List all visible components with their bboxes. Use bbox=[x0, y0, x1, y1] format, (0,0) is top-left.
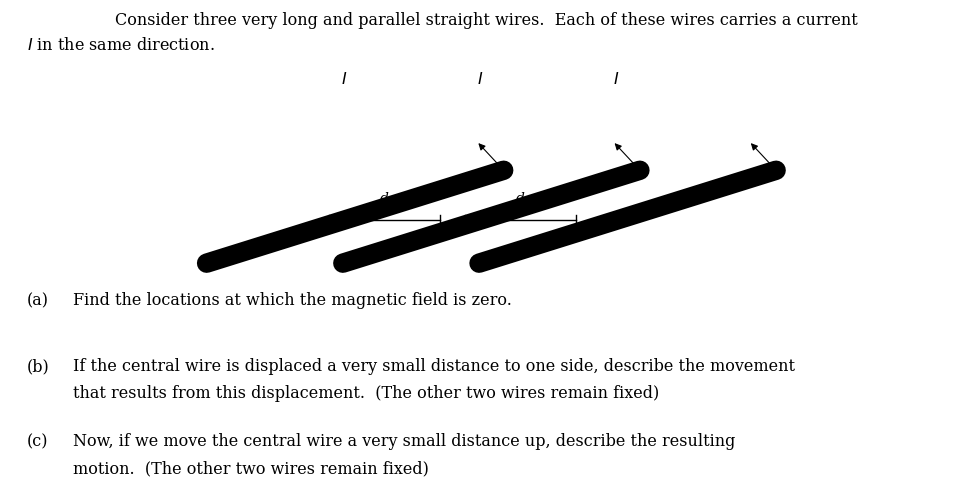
Text: $I$: $I$ bbox=[341, 71, 346, 88]
Text: motion.  (The other two wires remain fixed): motion. (The other two wires remain fixe… bbox=[73, 460, 429, 477]
Text: Now, if we move the central wire a very small distance up, describe the resultin: Now, if we move the central wire a very … bbox=[73, 433, 736, 450]
Text: Find the locations at which the magnetic field is zero.: Find the locations at which the magnetic… bbox=[73, 292, 512, 309]
Text: d: d bbox=[379, 191, 389, 206]
Text: Consider three very long and parallel straight wires.  Each of these wires carri: Consider three very long and parallel st… bbox=[115, 12, 858, 29]
Text: (b): (b) bbox=[27, 358, 50, 375]
Text: d: d bbox=[516, 191, 525, 206]
Text: $I$: $I$ bbox=[477, 71, 483, 88]
Text: $I$: $I$ bbox=[613, 71, 619, 88]
Text: If the central wire is displaced a very small distance to one side, describe the: If the central wire is displaced a very … bbox=[73, 358, 795, 375]
Text: that results from this displacement.  (The other two wires remain fixed): that results from this displacement. (Th… bbox=[73, 385, 660, 402]
Text: (a): (a) bbox=[27, 292, 50, 309]
Text: $I$ in the same direction.: $I$ in the same direction. bbox=[27, 37, 215, 54]
Text: (c): (c) bbox=[27, 433, 49, 450]
